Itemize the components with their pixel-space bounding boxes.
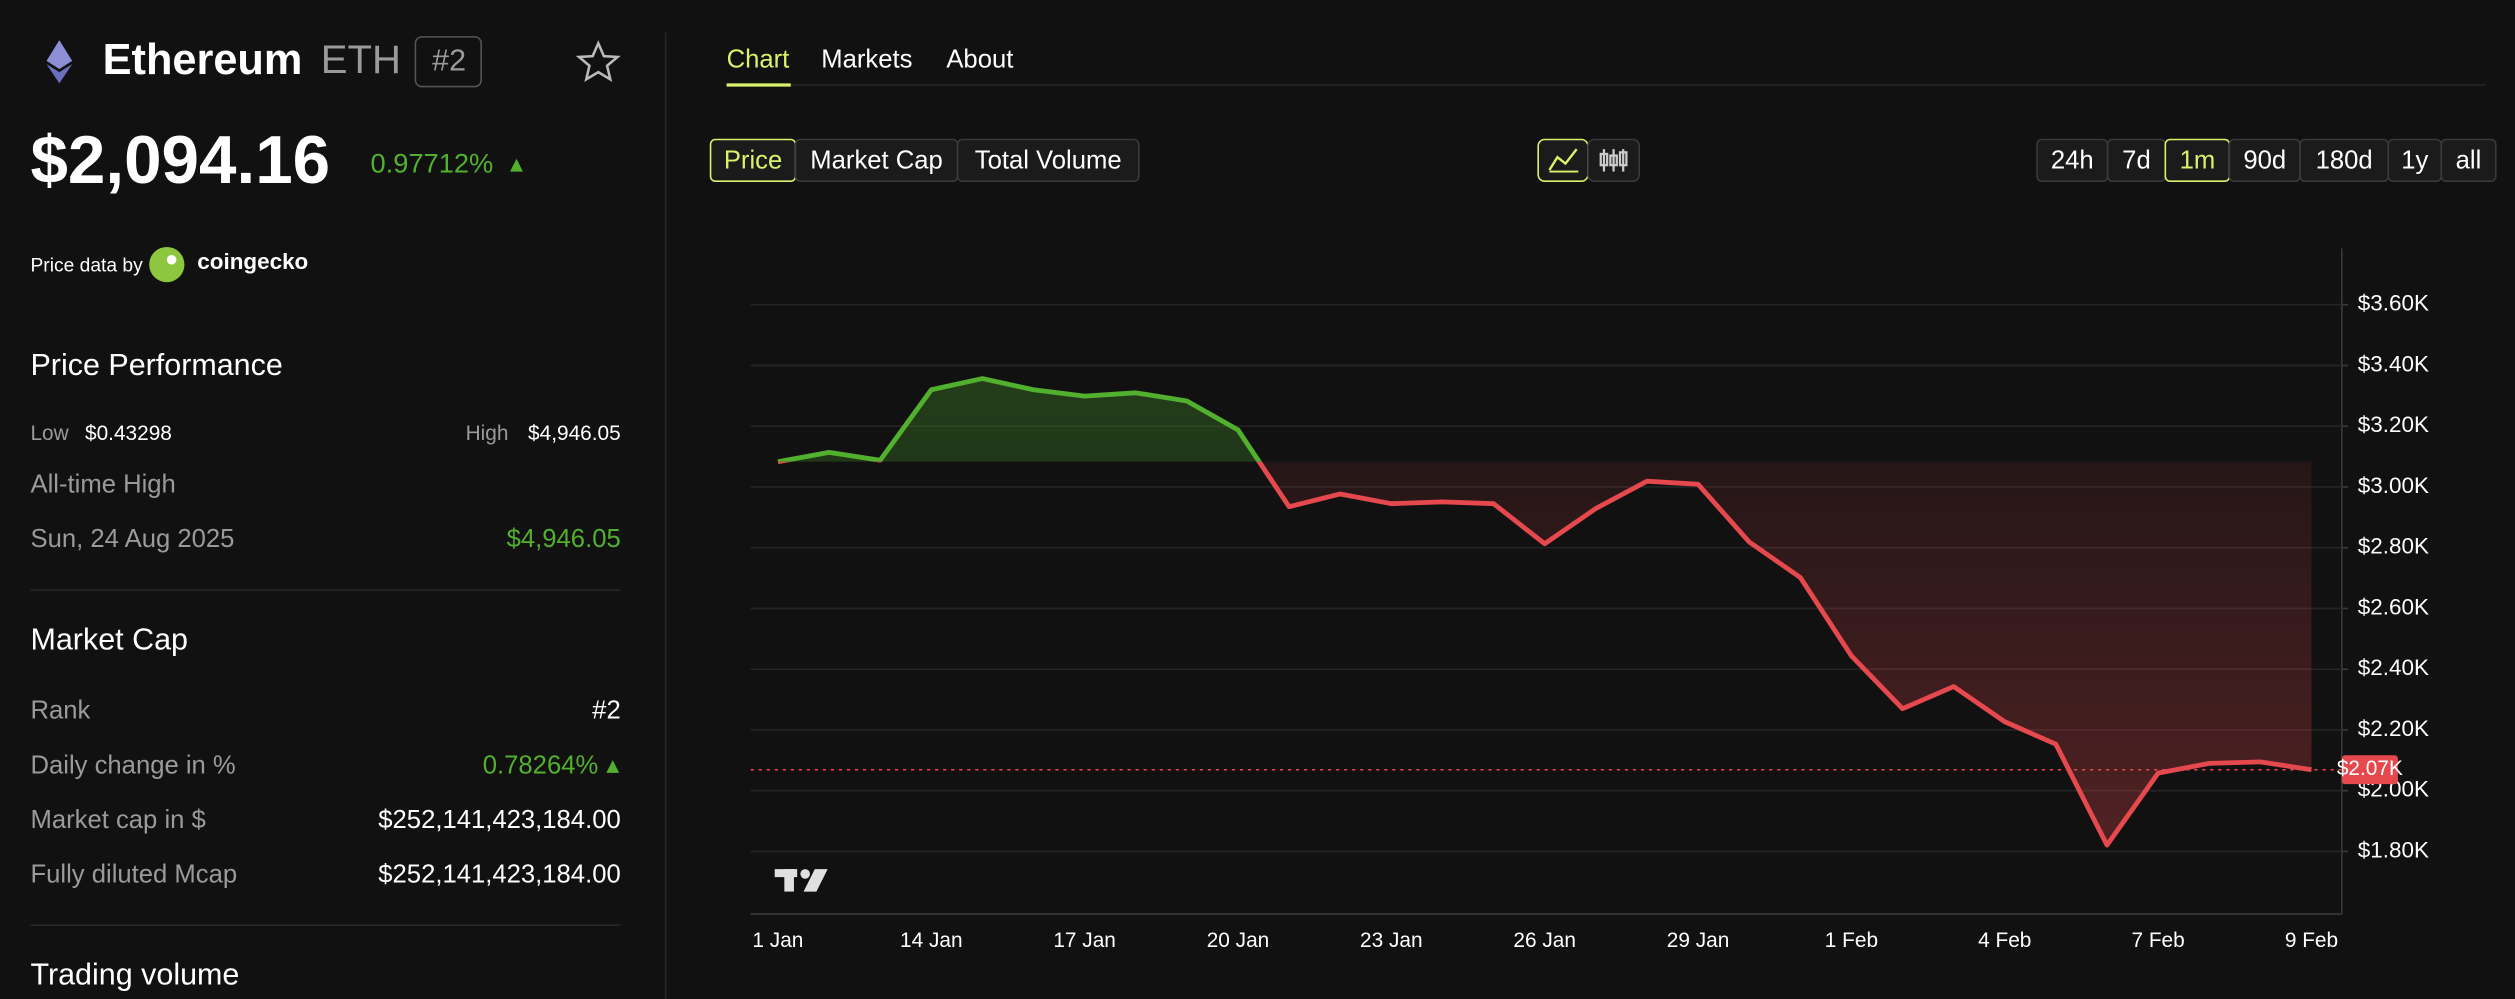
row-value: $252,141,423,184.00 bbox=[378, 860, 620, 888]
tradingview-logo bbox=[774, 869, 828, 892]
market-cap-rows: Rank #2 Daily change in % 0.78264% Market ca… bbox=[30, 697, 620, 889]
section-title: Trading volume bbox=[30, 958, 239, 992]
metric-label[interactable]: Price bbox=[724, 147, 782, 175]
y-tick-label: $2.80K bbox=[2358, 534, 2429, 559]
y-tick-label: $2.60K bbox=[2358, 594, 2429, 619]
y-tick-label: $2.20K bbox=[2358, 716, 2429, 741]
tab[interactable]: Markets bbox=[821, 46, 912, 74]
favorite-star[interactable] bbox=[575, 40, 621, 83]
x-tick-label: 1 Feb bbox=[1825, 929, 1878, 952]
y-tick-label: $3.40K bbox=[2358, 351, 2429, 376]
up-arrow bbox=[510, 158, 523, 172]
metric-label[interactable]: Market Cap bbox=[810, 147, 943, 175]
ath-value: $4,946.05 bbox=[507, 525, 621, 553]
x-tick-label: 14 Jan bbox=[900, 929, 963, 952]
tab[interactable]: About bbox=[946, 46, 1013, 74]
range-label[interactable]: 90d bbox=[2243, 147, 2286, 175]
tab[interactable]: Chart bbox=[727, 46, 790, 74]
ath-date: Sun, 24 Aug 2025 bbox=[30, 525, 234, 553]
price-data-by: Price data by bbox=[30, 255, 143, 276]
row-label: Market cap in $ bbox=[30, 806, 205, 834]
y-tick-label: $1.80K bbox=[2358, 837, 2429, 862]
x-tick-label: 7 Feb bbox=[2131, 929, 2184, 952]
low-value: $0.43298 bbox=[85, 422, 172, 445]
ath-label: All-time High bbox=[30, 471, 175, 499]
candle-icon bbox=[1599, 149, 1628, 172]
coingecko-eye bbox=[166, 254, 177, 265]
coingecko-logo bbox=[149, 246, 185, 283]
range-label[interactable]: 1y bbox=[2401, 147, 2428, 175]
price-line-down bbox=[777, 461, 2312, 848]
y-tick-label: $3.00K bbox=[2358, 473, 2429, 498]
x-tick-label: 1 Jan bbox=[752, 929, 803, 952]
section-title: Market Cap bbox=[30, 622, 188, 656]
x-tick-label: 26 Jan bbox=[1513, 929, 1576, 952]
up-arrow bbox=[606, 760, 620, 773]
chart: $1.80K$2.00K$2.20K$2.40K$2.60K$2.80K$3.0… bbox=[750, 248, 2429, 952]
x-tick-label: 23 Jan bbox=[1360, 929, 1423, 952]
range-label[interactable]: 1m bbox=[2180, 147, 2216, 175]
rank-badge bbox=[414, 36, 482, 88]
rank: #2 bbox=[432, 44, 466, 78]
x-tick-label: 20 Jan bbox=[1207, 929, 1270, 952]
area-up bbox=[777, 378, 1260, 462]
current-price-label: $2.07K bbox=[2337, 757, 2403, 780]
high-value: $4,946.05 bbox=[528, 422, 621, 445]
row-label: Fully diluted Mcap bbox=[30, 860, 237, 888]
metric-label[interactable]: Total Volume bbox=[975, 147, 1122, 175]
row-value: 0.78264% bbox=[483, 751, 598, 779]
price-change: 0.97712% bbox=[371, 147, 494, 178]
range-label[interactable]: 24h bbox=[2051, 147, 2094, 175]
coin-name: Ethereum bbox=[103, 36, 303, 84]
eth-logo bbox=[46, 40, 73, 84]
range-button[interactable] bbox=[2440, 138, 2497, 183]
line-icon bbox=[1548, 148, 1578, 171]
provider: coingecko bbox=[197, 249, 308, 274]
x-tick-label: 17 Jan bbox=[1053, 929, 1116, 952]
range-label[interactable]: all bbox=[2456, 147, 2482, 175]
low-label: Low bbox=[30, 422, 69, 445]
range-label[interactable]: 180d bbox=[2316, 147, 2373, 175]
section-title: Price Performance bbox=[30, 348, 282, 382]
metric-button[interactable] bbox=[956, 138, 1140, 183]
coin-symbol: ETH bbox=[321, 38, 401, 82]
y-tick-label: $3.20K bbox=[2358, 412, 2429, 437]
row-value: $252,141,423,184.00 bbox=[378, 806, 620, 834]
range-buttons: 24h 7d 1m 90d 180d 1y all bbox=[2036, 138, 2497, 183]
range-label[interactable]: 7d bbox=[2122, 147, 2151, 175]
row-label: Rank bbox=[30, 697, 90, 725]
high-label: High bbox=[466, 422, 509, 445]
current-price-badge bbox=[2341, 755, 2398, 785]
x-tick-label: 29 Jan bbox=[1667, 929, 1730, 952]
tabs: Chart Markets About bbox=[727, 46, 1014, 74]
x-tick-label: 4 Feb bbox=[1978, 929, 2031, 952]
area-down bbox=[777, 461, 2312, 846]
row-label: Daily change in % bbox=[30, 751, 235, 779]
row-value: #2 bbox=[592, 697, 621, 725]
x-tick-label: 9 Feb bbox=[2285, 929, 2338, 952]
metric-buttons: Price Market Cap Total Volume bbox=[709, 138, 1140, 183]
price: $2,094.16 bbox=[30, 123, 330, 198]
y-tick-label: $3.60K bbox=[2358, 291, 2429, 316]
price-line-up bbox=[777, 376, 1263, 462]
y-tick-label: $2.40K bbox=[2358, 655, 2429, 680]
